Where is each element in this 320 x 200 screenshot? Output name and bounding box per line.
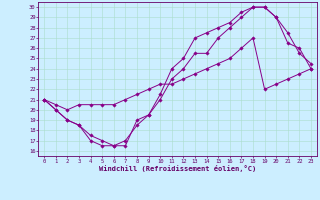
X-axis label: Windchill (Refroidissement éolien,°C): Windchill (Refroidissement éolien,°C)	[99, 165, 256, 172]
